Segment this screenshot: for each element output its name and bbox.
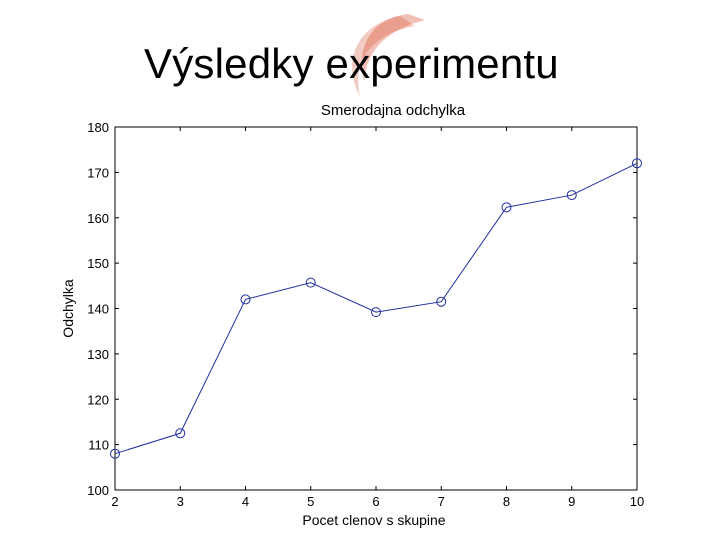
tick-labels: 100 110 120 130 140 150 160 170 180 2 3 4 5 6 7 8 9 10: [87, 120, 644, 509]
x-tick-label: 7: [438, 494, 445, 509]
data-point-marker: [632, 158, 642, 169]
data-point-marker: [501, 202, 512, 213]
data-point-marker: [566, 190, 577, 201]
plot-frame: [114, 126, 638, 491]
data-point-marker: [240, 294, 251, 305]
y-tick-label: 160: [87, 211, 109, 226]
y-tick-label: 180: [87, 120, 109, 135]
slide-title: Výsledky experimentu: [144, 40, 559, 87]
y-tick-label: 120: [87, 392, 109, 407]
y-tick-label: 140: [87, 302, 109, 317]
plot-axes: [114, 126, 638, 491]
y-tick-label: 150: [87, 256, 109, 271]
plot-title: Smerodajna odchylka: [321, 102, 466, 119]
data-point-marker: [305, 277, 316, 288]
x-tick-label: 8: [503, 494, 510, 509]
data-point-marker: [371, 307, 381, 318]
decorative-swoosh-logo: [352, 14, 425, 97]
x-tick-label: 3: [177, 494, 184, 509]
x-tick-label: 10: [630, 494, 644, 509]
x-tick-label: 5: [307, 494, 314, 509]
series-line: [114, 162, 638, 455]
x-tick-label: 2: [111, 494, 118, 509]
data-point-marker: [175, 428, 186, 439]
y-tick-label: 100: [87, 483, 109, 498]
y-axis-title: Odchylka: [60, 279, 76, 338]
data-point-marker: [436, 296, 447, 307]
y-tick-label: 130: [87, 347, 109, 362]
data-point-marker: [110, 448, 120, 459]
y-tick-label: 110: [88, 438, 109, 453]
x-tick-label: 9: [568, 494, 575, 509]
x-axis-title: Pocet clenov s skupine: [302, 512, 445, 528]
x-tick-label: 6: [372, 494, 379, 509]
series-layer: [110, 158, 642, 459]
x-tick-label: 4: [242, 494, 249, 509]
y-tick-label: 170: [87, 165, 109, 180]
